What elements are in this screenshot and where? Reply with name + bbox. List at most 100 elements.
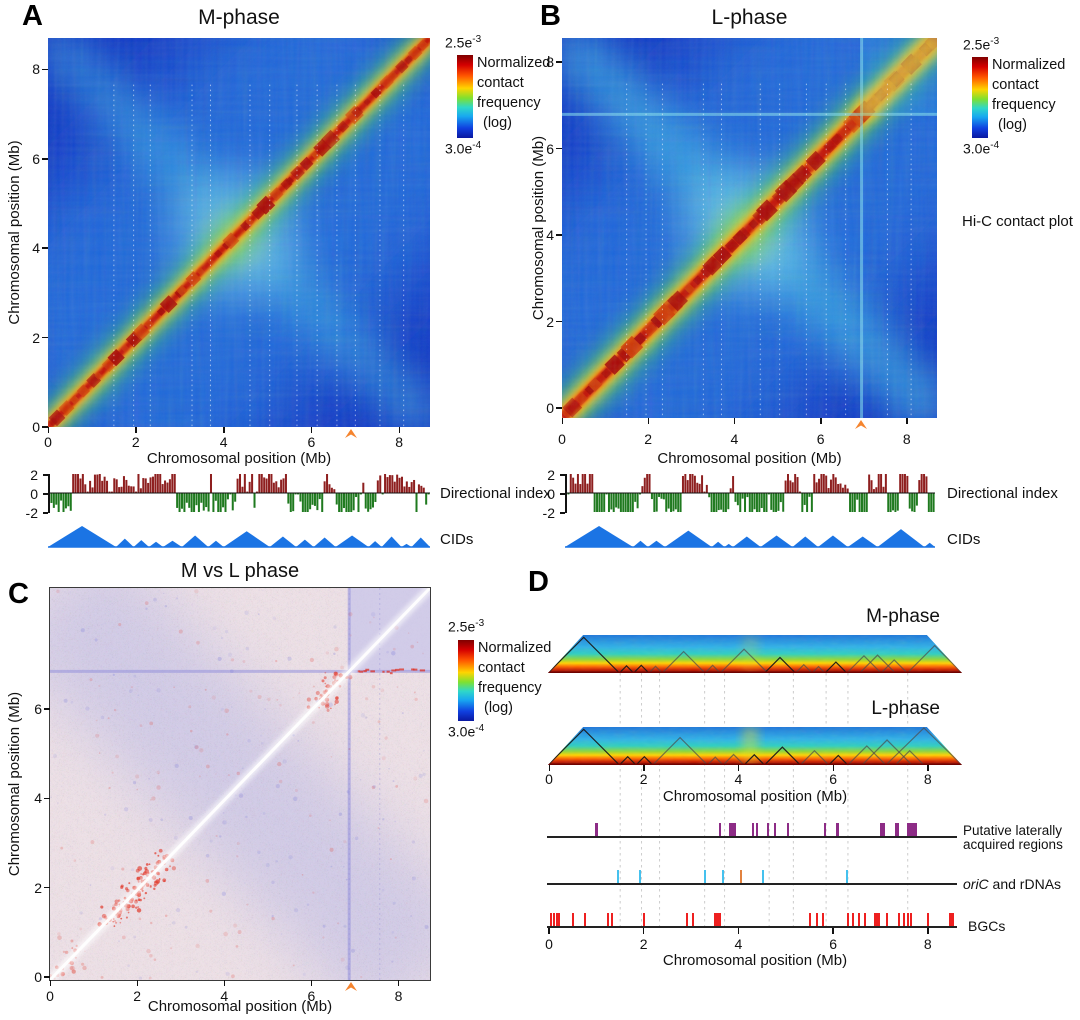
- panel-d-top-x-tick-label: 2: [639, 771, 648, 787]
- bgcs-track-line: [547, 926, 957, 928]
- hic-contact-plot-label: Hi-C contact plot: [962, 213, 1073, 230]
- panel-d-bottom-x-tick: [737, 928, 740, 934]
- laterally-acquired-mark: [895, 823, 899, 836]
- panel-c-x-tick: [223, 980, 226, 986]
- panel-c-y-tick-label: 6: [34, 701, 42, 718]
- panel-a-arrow-marker: [344, 429, 357, 438]
- panel-a-x-tick-label: 0: [44, 434, 52, 450]
- colorbar-b-label: Normalized contact frequency (log): [992, 57, 1066, 133]
- panel-d-top-x-tick: [832, 765, 835, 771]
- panel-b-x-tick: [906, 418, 908, 424]
- panel-a-di-tick: [43, 474, 48, 476]
- bgc-mark: [886, 913, 889, 926]
- panel-b-x-tick-label: 2: [644, 431, 653, 447]
- panel-b-di-axis: [565, 474, 567, 513]
- bgc-mark: [858, 913, 861, 926]
- cids-track-m: [48, 526, 430, 548]
- directional-index-track-m: [48, 474, 430, 512]
- panel-b-di-tick-label: -2: [542, 505, 555, 521]
- cids-label-b: CIDs: [947, 531, 981, 548]
- bgc-mark: [846, 913, 849, 926]
- panel-c-x-axis-label: Chromosomal position (Mb): [147, 998, 333, 1015]
- laterally-acquired-mark: [751, 823, 755, 836]
- bgc-mark: [851, 913, 854, 926]
- panel-d-top-x-tick-label: 0: [545, 771, 553, 787]
- panel-b-x-axis-label: Chromosomal position (Mb): [657, 450, 842, 467]
- panel-a-di-tick-label: 0: [30, 486, 38, 502]
- panel-b-di-tick: [560, 474, 565, 476]
- panel-a-x-tick-label: 8: [395, 434, 404, 450]
- panel-c-x-tick: [397, 980, 400, 986]
- panel-b-title: L-phase: [711, 6, 788, 29]
- panel-b-di-tick-label: 0: [547, 486, 555, 502]
- bgc-mark: [685, 913, 688, 926]
- panel-d-bottom-x-tick: [548, 928, 550, 934]
- bgc-mark: [863, 913, 866, 926]
- panel-a-x-tick: [47, 427, 49, 433]
- panel-d-x-axis-label-top: Chromosomal position (Mb): [662, 788, 848, 805]
- bgc-mark: [550, 913, 553, 926]
- bgc-mark: [691, 913, 694, 926]
- bgc-mark: [714, 913, 721, 926]
- colorbar-b: [972, 57, 988, 138]
- colorbar-a: [457, 55, 473, 138]
- panel-a-y-tick: [42, 426, 48, 428]
- panel-c-y-tick-label: 2: [34, 879, 42, 896]
- panel-b-x-tick: [647, 418, 650, 424]
- bgc-mark: [808, 913, 811, 926]
- colorbar-a-label: Normalized contact frequency (log): [477, 55, 551, 131]
- panel-d-top-x-tick-label: 8: [923, 771, 932, 787]
- panel-b-y-tick-label: 6: [546, 140, 554, 157]
- hic-diff-heatmap-m-vs-l: [49, 587, 431, 981]
- directional-index-label-b: Directional index: [947, 485, 1058, 502]
- panel-a-di-tick-label: 2: [30, 467, 38, 483]
- laterally-acquired-track-line: [547, 836, 957, 838]
- panel-d-bottom-x-tick-label: 6: [829, 936, 837, 952]
- panel-d-bottom-x-tick: [642, 928, 645, 934]
- bgc-mark: [571, 913, 574, 926]
- panel-d-m-label: M-phase: [866, 606, 940, 627]
- panel-d-bottom-x-tick-label: 4: [734, 936, 743, 952]
- bgc-mark: [584, 913, 587, 926]
- panel-c-letter: C: [8, 578, 29, 610]
- panel-c-y-tick: [44, 886, 50, 889]
- panel-a-di-tick-label: -2: [25, 505, 38, 521]
- colorbar-c-min: 3.0e-4: [448, 723, 485, 740]
- cids-track-l: [565, 526, 935, 548]
- panel-a-x-tick: [398, 427, 401, 433]
- bgc-mark: [642, 913, 645, 926]
- panel-d-top-x-tick-label: 6: [829, 771, 837, 787]
- laterally-acquired-mark: [880, 823, 886, 836]
- colorbar-b-max: 2.5e-3: [963, 36, 1000, 53]
- panel-d-gridlines: [619, 673, 909, 931]
- colorbar-c-label: Normalized contact frequency (log): [478, 640, 552, 716]
- panel-d-bottom-x-tick-label: 0: [545, 936, 553, 952]
- laterally-acquired-mark: [755, 823, 759, 836]
- colorbar-a-max: 2.5e-3: [445, 34, 482, 51]
- panel-a-title: M-phase: [198, 6, 280, 29]
- laterally-acquired-mark: [729, 823, 737, 836]
- directional-index-label-a: Directional index: [440, 485, 551, 502]
- panel-a-y-tick-label: 6: [32, 150, 40, 167]
- panel-a-y-tick: [42, 68, 48, 71]
- panel-a-y-tick: [42, 158, 48, 160]
- bgc-mark: [874, 913, 880, 926]
- panel-c-y-tick-label: 0: [34, 969, 42, 985]
- bgc-mark: [610, 913, 613, 926]
- laterally-acquired-mark: [767, 823, 770, 836]
- panel-b-y-tick-label: 8: [546, 54, 554, 70]
- panel-c-y-axis-label: Chromosomal position (Mb): [6, 691, 23, 877]
- panel-b-y-tick: [556, 147, 562, 150]
- panel-b-arrow-marker: [854, 420, 867, 429]
- panel-c-y-tick: [44, 708, 50, 710]
- panel-b-di-tick-label: 2: [547, 467, 555, 483]
- bgc-mark: [926, 913, 929, 926]
- panel-a-y-tick-label: 2: [32, 329, 40, 346]
- bgc-mark: [906, 913, 909, 926]
- panel-d-bottom-x-tick-label: 2: [639, 936, 648, 952]
- bgc-mark: [903, 913, 906, 926]
- panel-c-y-tick: [44, 976, 50, 978]
- bgc-mark: [897, 913, 900, 926]
- panel-b-di-tick: [560, 493, 565, 495]
- panel-d-top-x-tick: [643, 765, 645, 771]
